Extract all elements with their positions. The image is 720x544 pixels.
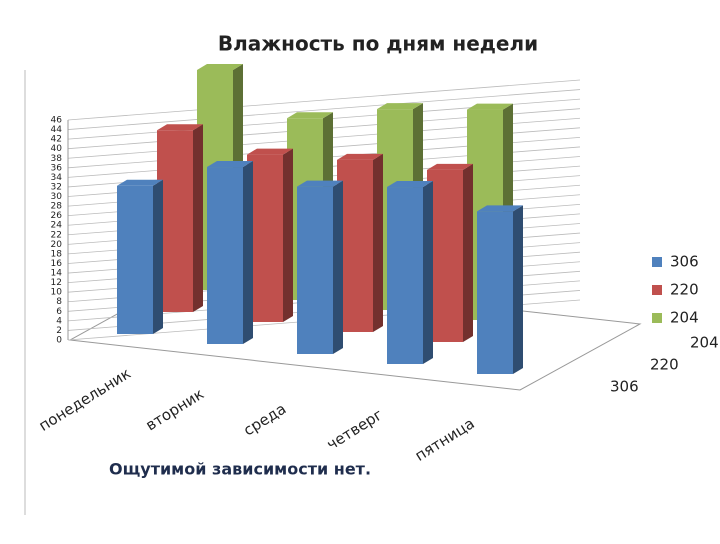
y-tick-label: 8 — [56, 297, 62, 307]
y-tick-label: 0 — [56, 336, 62, 346]
y-tick-label: 44 — [51, 125, 63, 135]
bar — [207, 161, 253, 344]
bar — [157, 124, 203, 313]
x-tick-label: четверг — [324, 405, 386, 453]
y-tick-label: 10 — [51, 288, 63, 298]
bar — [477, 205, 523, 374]
y-tick-label: 14 — [51, 269, 63, 279]
y-tick-label: 6 — [56, 307, 62, 317]
y-tick-label: 46 — [51, 116, 63, 126]
bar-top — [477, 205, 523, 212]
annotation: Ощутимой зависимости нет. — [109, 460, 371, 479]
bar — [427, 163, 473, 342]
bar — [337, 153, 383, 332]
y-tick-label: 4 — [56, 316, 62, 326]
bar-top — [467, 103, 513, 110]
y-tick-label: 20 — [51, 240, 63, 250]
x-tick-label: пятница — [412, 414, 478, 465]
depth-tick-label: 220 — [650, 356, 679, 374]
depth-tick-label: 306 — [610, 378, 639, 396]
y-tick-label: 38 — [51, 154, 63, 164]
legend-label: 204 — [670, 309, 699, 327]
bar-side — [243, 161, 253, 344]
y-tick-label: 24 — [51, 221, 63, 231]
bar-top — [287, 112, 333, 119]
y-tick-label: 16 — [51, 259, 63, 269]
bar-top — [337, 153, 383, 160]
y-tick-label: 30 — [51, 192, 63, 202]
bar-side — [193, 124, 203, 313]
bar-front — [477, 211, 513, 374]
chart-title: Влажность по дням недели — [218, 32, 538, 56]
bar-top — [247, 148, 293, 155]
grid-line — [67, 79, 581, 121]
legend-label: 306 — [670, 253, 699, 271]
bar-top — [387, 181, 433, 188]
bar-top — [427, 163, 473, 170]
x-tick-label: понедельник — [36, 364, 134, 435]
bar-side — [373, 153, 383, 332]
bar-side — [463, 163, 473, 342]
bar — [247, 148, 293, 322]
x-tick-label: вторник — [142, 385, 207, 435]
bar-side — [423, 181, 433, 364]
y-tick-label: 12 — [51, 278, 62, 288]
bar-side — [153, 179, 163, 334]
bar-side — [513, 205, 523, 374]
y-tick-label: 26 — [51, 211, 63, 221]
y-tick-label: 22 — [51, 230, 62, 240]
legend-swatch — [652, 313, 662, 323]
y-tick-label: 40 — [51, 144, 63, 154]
bar-top — [297, 180, 343, 187]
x-tick-label: среда — [240, 400, 289, 440]
bar-front — [117, 185, 153, 334]
bar-side — [283, 148, 293, 322]
y-tick-label: 28 — [51, 202, 63, 212]
bar-top — [157, 124, 203, 131]
legend-label: 220 — [670, 281, 699, 299]
bar — [117, 179, 163, 334]
bar-side — [333, 180, 343, 354]
y-tick-label: 18 — [51, 249, 63, 259]
y-tick-label: 2 — [56, 326, 62, 336]
bar-top — [117, 179, 163, 186]
y-tick-label: 34 — [51, 173, 63, 183]
bar — [297, 180, 343, 354]
legend-swatch — [652, 285, 662, 295]
grid-line — [67, 89, 581, 130]
y-tick-label: 42 — [51, 135, 62, 145]
bar-front — [207, 167, 243, 344]
depth-tick-label: 204 — [690, 334, 719, 352]
bar-top — [207, 161, 253, 168]
bar-top — [377, 103, 423, 110]
bar — [387, 181, 433, 364]
bar-front — [297, 186, 333, 354]
legend-swatch — [652, 257, 662, 267]
y-tick-label: 36 — [51, 163, 63, 173]
bar-front — [387, 187, 423, 364]
y-tick-label: 32 — [51, 182, 62, 192]
bar-top — [197, 64, 243, 70]
